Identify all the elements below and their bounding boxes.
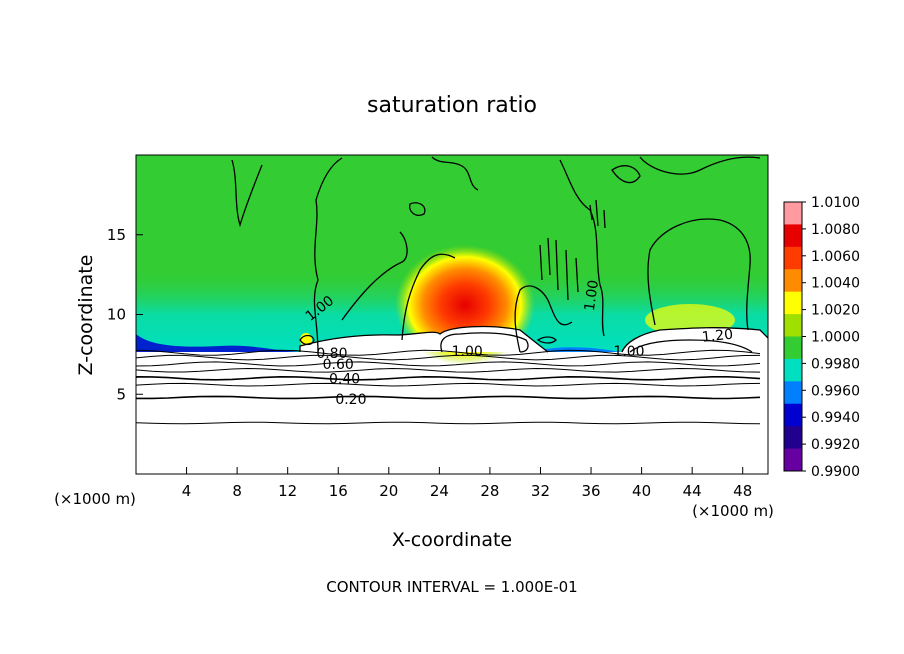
contour-blob xyxy=(299,334,315,346)
colorbar-swatch xyxy=(784,224,802,248)
x-tick-label: 24 xyxy=(430,482,449,500)
horizontal-contour-line xyxy=(136,395,761,400)
contour-1-00-m xyxy=(589,199,606,229)
colorbar-swatch xyxy=(784,336,802,360)
colorbar-swatch xyxy=(784,269,802,293)
contour-1-00-k xyxy=(409,202,426,216)
x-tick-label: 28 xyxy=(480,482,499,500)
contour-label: 0.20 xyxy=(335,392,366,408)
colorbar-label: 0.9960 xyxy=(811,383,860,399)
x-unit-left: (×1000 m) xyxy=(54,490,136,508)
contour-1-00-h xyxy=(639,156,761,175)
contour-cloud-left xyxy=(299,325,549,353)
horizontal-contour-line xyxy=(136,361,761,367)
colorbar-swatch xyxy=(784,381,802,405)
contour-cloud-left-inner xyxy=(440,332,529,353)
y-tick-label: 5 xyxy=(116,385,126,403)
x-axis: 4 8 12 16 20 24 28 32 36 40 44 48 xyxy=(182,467,752,500)
x-tick-label: 32 xyxy=(531,482,550,500)
colorbar-label: 1.0060 xyxy=(811,249,860,265)
colorbar-label: 0.9980 xyxy=(811,356,860,372)
horizontal-contour-line xyxy=(136,375,761,381)
contour-1-00-j xyxy=(611,165,641,184)
colorbar-label: 1.0000 xyxy=(811,330,860,346)
colorbar-swatch xyxy=(784,448,802,472)
colorbar-swatch xyxy=(784,403,802,427)
contour-label-text: 1.20 xyxy=(701,327,734,346)
contour-label-text: 0.60 xyxy=(323,357,354,373)
contour-1-00-i xyxy=(647,218,751,331)
x-tick-label: 20 xyxy=(379,482,398,500)
horizontal-contour-line xyxy=(136,382,761,387)
colorbar-label: 1.0080 xyxy=(811,222,860,238)
y-tick-label: 15 xyxy=(107,226,126,244)
contour-label-text: 1.00 xyxy=(582,279,602,312)
contour-label-text: 1.00 xyxy=(613,344,644,360)
contour-1-00-e xyxy=(431,156,479,191)
chart-title: saturation ratio xyxy=(367,93,537,118)
colorbar-swatch xyxy=(784,202,802,225)
contour-label-text: 0.20 xyxy=(335,392,366,408)
contour-1-00-d xyxy=(231,159,263,228)
contour-1-00-a xyxy=(313,157,343,353)
y-axis-label: Z-coordinate xyxy=(75,255,97,376)
colorbar-label: 0.9920 xyxy=(811,437,860,453)
horizontal-contour-line xyxy=(136,421,761,425)
colorbar-label: 1.0020 xyxy=(811,303,860,319)
x-tick-label: 12 xyxy=(278,482,297,500)
colorbar-label: 1.0040 xyxy=(811,276,860,292)
colorbar-swatch xyxy=(784,314,802,337)
horizontal-contour-line xyxy=(136,367,761,373)
blue-patch-left xyxy=(136,334,300,352)
x-tick-label: 16 xyxy=(329,482,348,500)
contour-label: 1.00 xyxy=(452,344,483,360)
colorbar-swatch xyxy=(784,291,802,315)
contour-label-text: 1.00 xyxy=(452,344,483,360)
colorbar-label: 1.0100 xyxy=(811,195,860,211)
horizontal-contours xyxy=(136,349,761,425)
colorbar-label: 0.9940 xyxy=(811,410,860,426)
contour-label: 1.00 xyxy=(613,344,644,360)
colorbar-swatch xyxy=(784,246,802,270)
contour-lines xyxy=(231,156,768,353)
contour-blob-2 xyxy=(536,336,557,344)
contour-interval-note: CONTOUR INTERVAL = 1.000E-01 xyxy=(326,578,577,596)
x-unit-right: (×1000 m) xyxy=(692,502,774,520)
y-axis: 5 10 15 xyxy=(107,226,143,403)
contour-1-00-f xyxy=(514,285,573,353)
plot-area: 1.001.001.001.001.200.800.600.400.20 xyxy=(136,155,768,474)
x-tick-label: 40 xyxy=(632,482,651,500)
horizontal-contour-line xyxy=(136,354,761,361)
contour-1-00-b xyxy=(341,231,408,321)
contour-label-text: 0.80 xyxy=(316,346,347,362)
contour-1-00-l xyxy=(539,237,579,301)
colorbar-label: 0.9900 xyxy=(811,464,860,480)
contour-label: 1.00 xyxy=(582,279,602,312)
contour-cloud-right xyxy=(621,327,768,353)
contour-1-00-g xyxy=(559,159,605,337)
x-tick-label: 4 xyxy=(182,482,192,500)
y-tick-label: 10 xyxy=(107,306,126,324)
x-tick-label: 48 xyxy=(733,482,752,500)
contour-label-text: 0.40 xyxy=(329,371,360,387)
colorbar-swatch xyxy=(784,426,802,450)
x-tick-label: 44 xyxy=(683,482,702,500)
contour-label: 0.80 xyxy=(316,346,347,362)
x-tick-label: 36 xyxy=(581,482,600,500)
colorbar: 1.0100 1.0080 1.0060 1.0040 1.0020 1.0000 0.99… xyxy=(783,195,860,480)
contour-label: 0.60 xyxy=(323,357,354,373)
contour-cloud-right-inner xyxy=(629,339,753,353)
x-axis-label: X-coordinate xyxy=(392,529,512,551)
contour-label: 0.40 xyxy=(329,371,360,387)
colorbar-swatch xyxy=(784,358,802,382)
contour-1-00-c xyxy=(401,253,456,341)
horizontal-contour-line xyxy=(136,349,761,356)
x-tick-label: 8 xyxy=(232,482,242,500)
contour-label: 1.20 xyxy=(701,327,734,346)
